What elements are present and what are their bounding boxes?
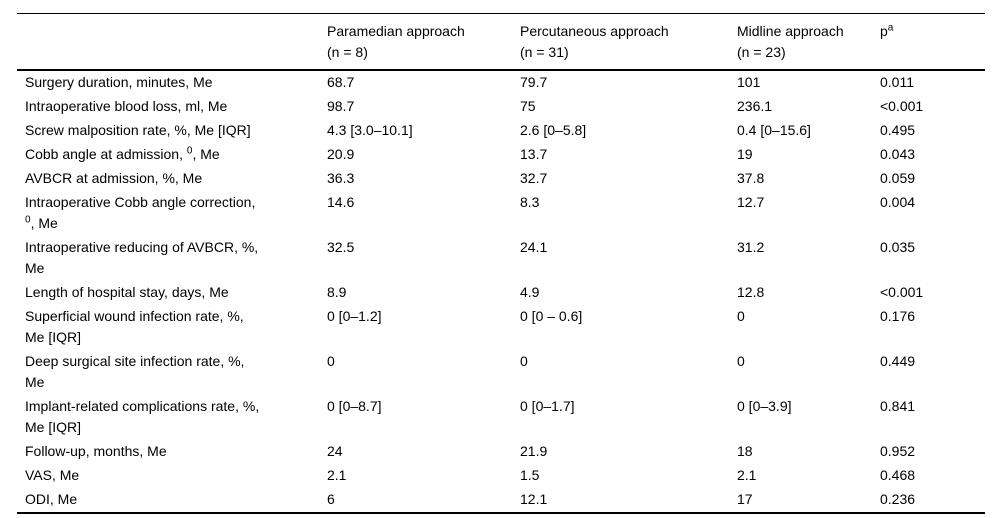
paramedian-value-cell: 8.9	[327, 284, 347, 300]
paramedian-value-cell: 68.7	[327, 74, 355, 90]
outcomes-comparison-table: Paramedian approach (n = 8) Percutaneous…	[17, 13, 985, 514]
paramedian-value-cell: 36.3	[327, 170, 355, 186]
paramedian-value-cell: 0 [0–8.7]	[327, 398, 382, 414]
paramedian-value-cell: 0 [0–1.2]	[327, 308, 382, 324]
row-label-cell: VAS, Me	[25, 467, 80, 483]
p-value-cell: 0.468	[880, 467, 916, 483]
midline-value-cell: 12.7	[737, 194, 765, 210]
row-label-cell: Follow-up, months, Me	[25, 443, 167, 459]
table-row: Intraoperative reducing of AVBCR, %, Me 3…	[17, 236, 985, 281]
header-midline-approach: Midline approach (n = 23)	[737, 23, 844, 60]
paramedian-value-cell: 20.9	[327, 146, 355, 162]
header-p-value: pa	[880, 22, 894, 39]
row-label-cell: AVBCR at admission, %, Me	[25, 170, 203, 186]
row-label-cell: Deep surgical site infection rate, %, Me	[25, 353, 245, 390]
p-value-cell: 0.035	[880, 239, 916, 255]
midline-value-cell: 236.1	[737, 98, 773, 114]
row-label-cell: Cobb angle at admission, 0, Me	[25, 145, 220, 162]
row-label-cell: Intraoperative reducing of AVBCR, %, Me	[25, 239, 259, 276]
p-value-cell: 0.495	[880, 122, 916, 138]
p-value-cell: 0.449	[880, 353, 916, 369]
percutaneous-value-cell: 13.7	[520, 146, 548, 162]
p-value-cell: <0.001	[880, 98, 924, 114]
row-label-cell: Surgery duration, minutes, Me	[25, 74, 213, 90]
p-value-cell: 0.236	[880, 491, 916, 507]
p-value-cell: 0.043	[880, 146, 916, 162]
percutaneous-value-cell: 0 [0 – 0.6]	[520, 308, 583, 324]
table-row: Intraoperative Cobb angle correction, 0,…	[17, 191, 985, 236]
midline-value-cell: 101	[737, 74, 761, 90]
percutaneous-value-cell: 0 [0–1.7]	[520, 398, 575, 414]
percutaneous-value-cell: 79.7	[520, 74, 548, 90]
table-row: Length of hospital stay, days, Me 8.9 4.9 1…	[17, 281, 985, 305]
table-row: Intraoperative blood loss, ml, Me 98.7 75 2…	[17, 95, 985, 119]
row-label-cell: Screw malposition rate, %, Me [IQR]	[25, 122, 251, 138]
row-label-cell: Superficial wound infection rate, %, Me …	[25, 308, 244, 345]
paramedian-value-cell: 98.7	[327, 98, 355, 114]
percutaneous-value-cell: 75	[520, 98, 536, 114]
paramedian-value-cell: 2.1	[327, 467, 347, 483]
header-empty-cell	[17, 14, 327, 71]
table-row: Screw malposition rate, %, Me [IQR] 4.3 […	[17, 119, 985, 143]
p-value-cell: 0.011	[880, 74, 914, 90]
midline-value-cell: 0 [0–3.9]	[737, 398, 792, 414]
percutaneous-value-cell: 21.9	[520, 443, 548, 459]
midline-value-cell: 0.4 [0–15.6]	[737, 122, 811, 138]
p-value-cell: 0.952	[880, 443, 916, 459]
paramedian-value-cell: 6	[327, 491, 335, 507]
row-label-cell: Length of hospital stay, days, Me	[25, 284, 229, 300]
midline-value-cell: 2.1	[737, 467, 757, 483]
p-value-cell: <0.001	[880, 284, 924, 300]
midline-value-cell: 31.2	[737, 239, 765, 255]
table-header-row: Paramedian approach (n = 8) Percutaneous…	[17, 14, 985, 71]
row-label-cell: Intraoperative blood loss, ml, Me	[25, 98, 228, 114]
percutaneous-value-cell: 2.6 [0–5.8]	[520, 122, 587, 138]
percutaneous-value-cell: 8.3	[520, 194, 540, 210]
table-row: Superficial wound infection rate, %, Me …	[17, 305, 985, 350]
row-label-cell: Intraoperative Cobb angle correction, 0,…	[25, 194, 256, 231]
table-row: Deep surgical site infection rate, %, Me…	[17, 350, 985, 395]
percutaneous-value-cell: 1.5	[520, 467, 540, 483]
superscript: 0	[186, 145, 193, 157]
table-row: Surgery duration, minutes, Me 68.7 79.7 101…	[17, 70, 985, 95]
paramedian-value-cell: 14.6	[327, 194, 355, 210]
paramedian-value-cell: 0	[327, 353, 335, 369]
percutaneous-value-cell: 24.1	[520, 239, 548, 255]
midline-value-cell: 0	[737, 353, 745, 369]
midline-value-cell: 12.8	[737, 284, 765, 300]
table-row: Implant-related complications rate, %, M…	[17, 395, 985, 440]
percutaneous-value-cell: 32.7	[520, 170, 548, 186]
midline-value-cell: 18	[737, 443, 753, 459]
table-row: VAS, Me 2.1 1.5 2.1 0.468	[17, 464, 985, 488]
table-row: Follow-up, months, Me 24 21.9 18 0.952	[17, 440, 985, 464]
row-label-cell: ODI, Me	[25, 491, 78, 507]
midline-value-cell: 0	[737, 308, 745, 324]
header-paramedian-approach: Paramedian approach (n = 8)	[327, 23, 465, 60]
percutaneous-value-cell: 0	[520, 353, 528, 369]
midline-value-cell: 19	[737, 146, 753, 162]
midline-value-cell: 17	[737, 491, 753, 507]
row-label-cell: Implant-related complications rate, %, M…	[25, 398, 260, 435]
table-row: Cobb angle at admission, 0, Me 20.9 13.7 19…	[17, 143, 985, 167]
table-body: Surgery duration, minutes, Me 68.7 79.7 101…	[17, 70, 985, 513]
superscript: 0	[25, 214, 31, 226]
table-row: ODI, Me 6 12.1 17 0.236	[17, 488, 985, 513]
header-percutaneous-approach: Percutaneous approach (n = 31)	[520, 23, 669, 60]
table-header: Paramedian approach (n = 8) Percutaneous…	[17, 14, 985, 71]
paramedian-value-cell: 32.5	[327, 239, 355, 255]
paramedian-value-cell: 4.3 [3.0–10.1]	[327, 122, 413, 138]
p-value-cell: 0.841	[880, 398, 916, 414]
midline-value-cell: 37.8	[737, 170, 765, 186]
p-value-cell: 0.004	[880, 194, 916, 210]
percutaneous-value-cell: 12.1	[520, 491, 548, 507]
percutaneous-value-cell: 4.9	[520, 284, 540, 300]
p-value-cell: 0.176	[880, 308, 916, 324]
superscript: a	[887, 22, 894, 34]
paramedian-value-cell: 24	[327, 443, 343, 459]
table-row: AVBCR at admission, %, Me 36.3 32.7 37.8 0.0…	[17, 167, 985, 191]
p-value-cell: 0.059	[880, 170, 916, 186]
